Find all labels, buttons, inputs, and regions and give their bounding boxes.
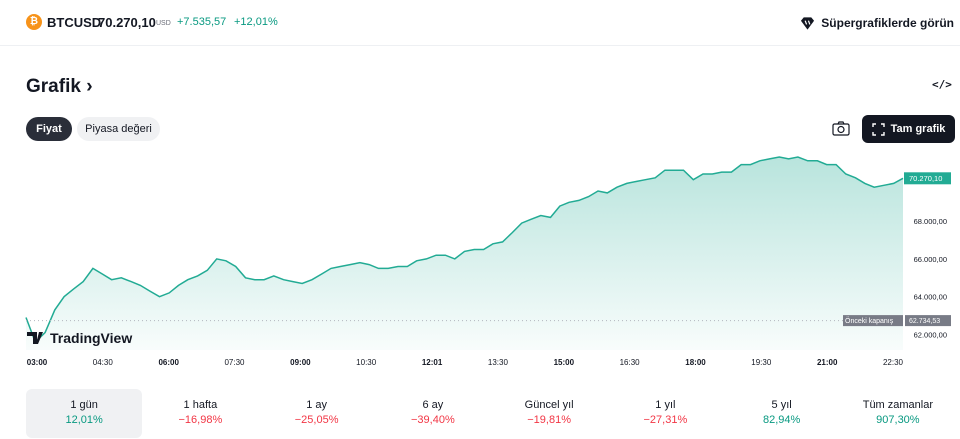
period-change: 82,94% <box>762 414 801 426</box>
watermark-text: TradingView <box>50 330 132 346</box>
x-tick-label: 16:30 <box>620 358 641 367</box>
period-label: Tüm zamanlar <box>862 399 934 411</box>
y-tick-label: 62.000,00 <box>914 330 947 339</box>
period-label: 1 yıl <box>655 399 676 411</box>
x-tick-label: 22:30 <box>883 358 904 367</box>
last-price: 70.270,10 <box>98 15 156 30</box>
period-label: Güncel yıl <box>524 399 574 411</box>
symbol-header: ₿ BTCUSD 70.270,10 USD +7.535,57 +12,01%… <box>0 0 960 46</box>
supercharts-icon <box>801 16 815 30</box>
prev-close-tag: Önceki kapanış 62.734,53 <box>843 315 951 327</box>
bitcoin-icon: ₿ <box>26 14 42 30</box>
period-change: 907,30% <box>876 414 920 426</box>
prev-close-text: Önceki kapanış <box>845 317 894 325</box>
period-option[interactable]: 1 gün 12,01% <box>26 389 143 438</box>
supercharts-link[interactable]: Süpergrafiklerde görün <box>800 14 954 32</box>
period-label: 1 hafta <box>183 399 218 411</box>
tab-market-cap[interactable]: Piyasa değeri <box>77 117 160 141</box>
last-price-tag: 70.270,10 <box>904 172 951 185</box>
x-tick-label: 03:00 <box>27 358 48 367</box>
period-change: −25,05% <box>294 414 339 426</box>
chart-section-title[interactable]: Grafik › <box>26 76 93 98</box>
supercharts-label: Süpergrafiklerde görün <box>821 16 954 30</box>
period-change: −27,31% <box>643 414 688 426</box>
x-tick-label: 19:30 <box>751 358 772 367</box>
period-change: −19,81% <box>527 414 571 426</box>
symbol-name: BTCUSD <box>47 15 102 30</box>
price-change: +7.535,57 <box>177 16 227 28</box>
chevron-right-icon: › <box>86 76 93 97</box>
x-tick-label: 10:30 <box>356 358 377 367</box>
x-tick-label: 07:30 <box>224 358 245 367</box>
tradingview-watermark: TradingView <box>27 330 132 346</box>
period-label: 5 yıl <box>771 399 792 411</box>
period-option[interactable]: Tüm zamanlar 907,30% <box>840 389 956 438</box>
x-tick-label: 13:30 <box>488 358 509 367</box>
y-tick-label: 64.000,00 <box>914 293 947 302</box>
price-currency: USD <box>156 20 171 27</box>
period-label: 6 ay <box>422 399 444 411</box>
x-tick-label: 06:00 <box>158 358 179 367</box>
period-option[interactable]: 1 ay −25,05% <box>259 389 375 438</box>
price-change-percent: +12,01% <box>234 16 278 28</box>
period-change: −16,98% <box>178 414 223 426</box>
last-price-label: 70.270,10 <box>909 174 942 183</box>
x-tick-label: 12:01 <box>422 358 443 367</box>
camera-icon[interactable] <box>829 118 853 140</box>
x-tick-label: 18:00 <box>685 358 706 367</box>
period-option[interactable]: 1 yıl −27,31% <box>607 389 723 438</box>
period-option[interactable]: 1 hafta −16,98% <box>142 389 258 438</box>
period-option[interactable]: Güncel yıl −19,81% <box>491 389 607 438</box>
prev-close-value: 62.734,53 <box>909 318 940 325</box>
period-label: 1 ay <box>306 399 328 411</box>
section-title-text: Grafik <box>26 76 81 97</box>
fullscreen-chart-button[interactable]: Tam grafik <box>862 115 955 143</box>
fullscreen-icon <box>871 122 885 136</box>
x-tick-label: 21:00 <box>817 358 838 367</box>
period-change: −39,40% <box>411 414 455 426</box>
tab-price[interactable]: Fiyat <box>26 117 72 141</box>
tradingview-logo-icon <box>27 332 43 344</box>
y-tick-label: 66.000,00 <box>914 255 947 264</box>
period-selector: 1 gün 12,01% 1 hafta −16,98% 1 ay −25,05% 6 ay… <box>26 389 956 438</box>
embed-code-icon[interactable]: </> <box>932 78 952 91</box>
y-tick-label: 68.000,00 <box>914 217 947 226</box>
fullscreen-label: Tam grafik <box>890 123 946 135</box>
price-area <box>26 157 903 350</box>
price-line <box>25 156 904 344</box>
price-chart[interactable]: 62.000,00 64.000,00 66.000,00 68.000,00 03:… <box>0 150 960 375</box>
x-tick-label: 15:00 <box>554 358 575 367</box>
period-option[interactable]: 5 yıl 82,94% <box>724 389 840 438</box>
x-tick-label: 04:30 <box>93 358 114 367</box>
x-tick-label: 09:00 <box>290 358 311 367</box>
period-option[interactable]: 6 ay −39,40% <box>375 389 491 438</box>
period-label: 1 gün <box>70 399 98 411</box>
period-change: 12,01% <box>65 414 103 426</box>
